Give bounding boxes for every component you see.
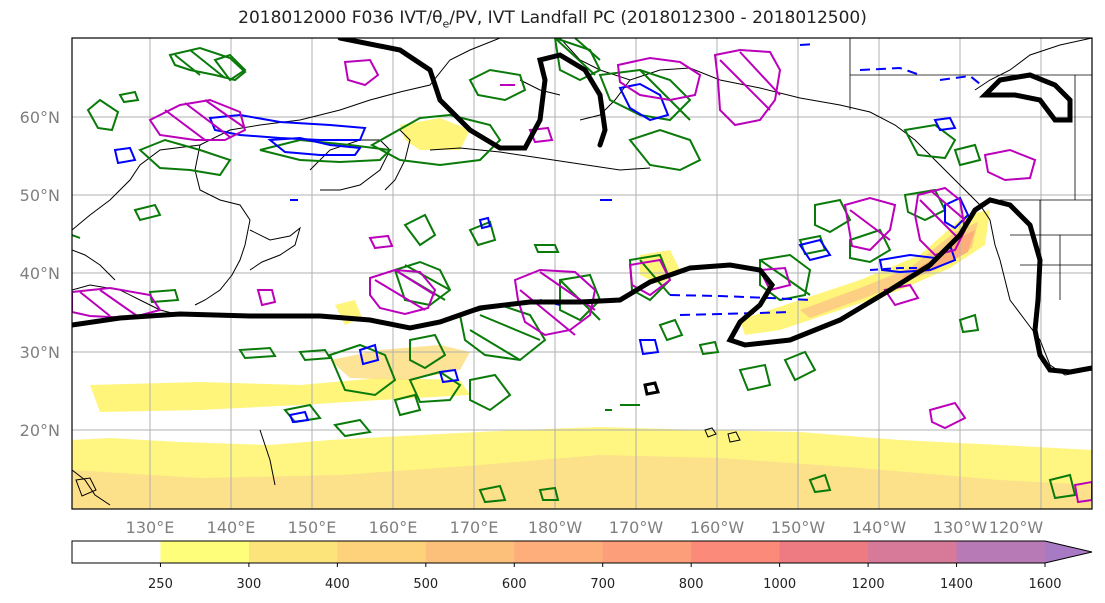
colorbar-tick-label: 1400 xyxy=(940,577,973,592)
colorbar-swatch xyxy=(779,541,869,563)
colorbar-tick-label: 600 xyxy=(502,577,527,592)
colorbar-tick-label: 500 xyxy=(413,577,438,592)
lon-tick-130w: 130°W xyxy=(933,518,988,537)
lon-tick-180w: 180°W xyxy=(528,518,583,537)
chart-title: 2018012000 F036 IVT/θe/PV, IVT Landfall … xyxy=(238,8,867,31)
lat-tick-40: 40°N xyxy=(20,264,60,283)
lon-tick-130e: 130°E xyxy=(126,518,175,537)
colorbar-swatch xyxy=(337,541,427,563)
colorbar-tick-label: 1000 xyxy=(763,577,796,592)
pv-contours xyxy=(72,38,1077,504)
lon-tick-140w: 140°W xyxy=(852,518,907,537)
lon-tick-140e: 140°E xyxy=(207,518,256,537)
lon-tick-150e: 150°E xyxy=(288,518,337,537)
lon-tick-170e: 170°E xyxy=(450,518,499,537)
colorbar-swatch xyxy=(425,541,515,563)
colorbar-tick-label: 400 xyxy=(325,577,350,592)
lat-tick-labels: 60°N 50°N 40°N 30°N 20°N xyxy=(20,108,60,440)
map-frame xyxy=(71,37,1093,510)
colorbar-extension xyxy=(1045,541,1092,563)
lat-tick-60: 60°N xyxy=(20,108,60,127)
theta-e-contours xyxy=(113,43,981,424)
colorbar-swatch xyxy=(160,541,250,563)
lon-tick-160w: 160°W xyxy=(690,518,745,537)
colorbar-tick-label: 1600 xyxy=(1028,577,1061,592)
colorbar-swatch xyxy=(868,541,958,563)
lat-tick-20: 20°N xyxy=(20,421,60,440)
pc-contours xyxy=(72,48,1092,504)
political-borders xyxy=(849,38,1092,300)
colorbar-swatches xyxy=(72,541,1092,563)
lon-tick-labels: 130°E 140°E 150°E 160°E 170°E 180°W 170°… xyxy=(126,518,1044,537)
colorbar-tick-label: 1200 xyxy=(852,577,885,592)
coastlines xyxy=(72,38,1092,506)
colorbar-swatch xyxy=(72,541,161,563)
lat-tick-30: 30°N xyxy=(20,343,60,362)
colorbar-tick-label: 700 xyxy=(590,577,615,592)
colorbar-tick-label: 250 xyxy=(148,577,173,592)
colorbar-tick-label: 800 xyxy=(679,577,704,592)
colorbar-swatch xyxy=(956,541,1046,563)
colorbar-ticks: 250 300 400 500 600 700 800 1000 1200 1400 1600 xyxy=(148,563,1062,592)
lon-tick-170w: 170°W xyxy=(609,518,664,537)
lon-tick-150w: 150°W xyxy=(771,518,826,537)
lon-tick-120w: 120°W xyxy=(989,518,1044,537)
colorbar: 250 300 400 500 600 700 800 1000 1200 1400 1600 xyxy=(71,540,1093,592)
landfall-pc-contours xyxy=(72,38,1092,396)
colorbar-swatch xyxy=(514,541,604,563)
lat-tick-50: 50°N xyxy=(20,186,60,205)
colorbar-swatch xyxy=(248,541,338,563)
colorbar-tick-label: 300 xyxy=(236,577,261,592)
colorbar-swatch xyxy=(691,541,781,563)
colorbar-swatch xyxy=(602,541,692,563)
lon-tick-160e: 160°E xyxy=(369,518,418,537)
colorbar-outline xyxy=(71,540,1093,564)
